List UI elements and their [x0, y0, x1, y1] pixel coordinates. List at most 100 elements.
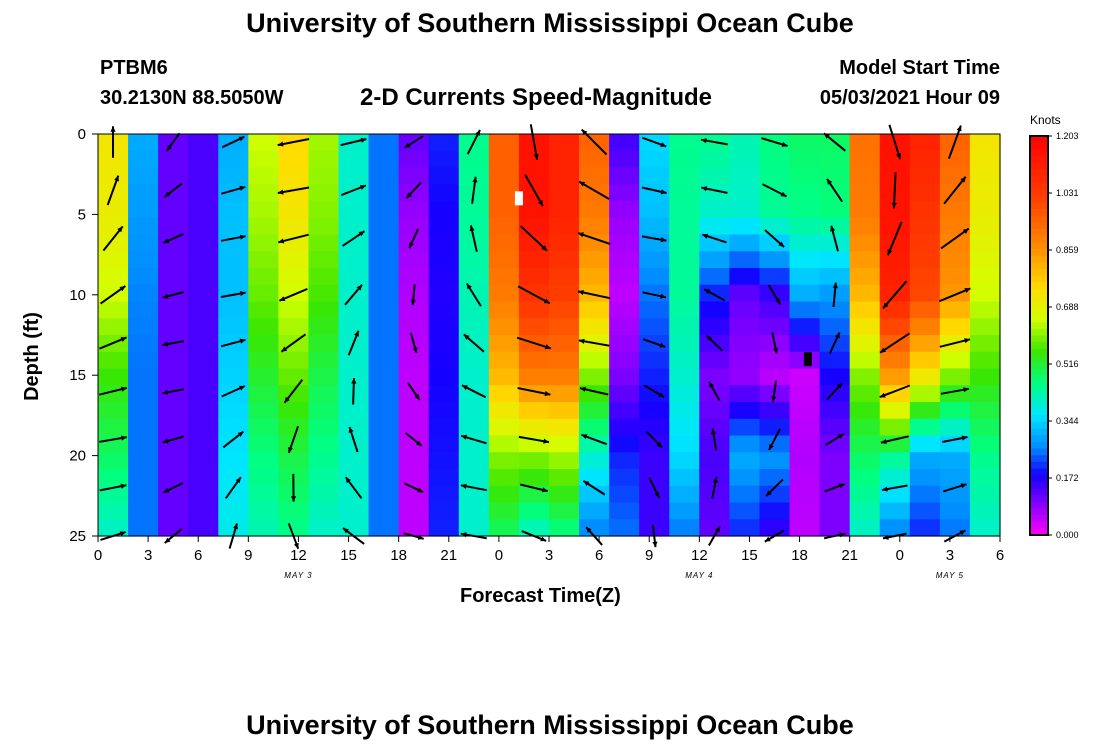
heat-cell — [549, 418, 580, 437]
heat-cell — [278, 301, 310, 319]
heat-cell — [158, 318, 189, 336]
current-vector-arrowhead — [879, 392, 886, 398]
heat-cell — [969, 184, 1001, 202]
heat-cell — [428, 184, 460, 202]
heat-cell — [458, 418, 490, 437]
heat-cell — [609, 217, 640, 236]
data-marker — [514, 191, 523, 206]
heat-cell — [849, 335, 881, 353]
heat-cell — [518, 301, 550, 319]
heat-cell — [579, 418, 610, 437]
heat-cell — [639, 351, 670, 370]
heat-cell — [428, 502, 460, 520]
heat-cell — [428, 268, 460, 286]
heat-cell — [218, 452, 249, 470]
heat-cell — [729, 402, 761, 420]
heat-cell — [609, 519, 640, 537]
current-vector-arrowhead — [239, 338, 246, 344]
heat-cell — [669, 368, 700, 386]
heat-cell — [218, 469, 249, 487]
heat-cell — [158, 435, 189, 453]
heat-cell — [338, 167, 370, 185]
heat-cell — [759, 301, 791, 319]
colorbar-segment — [1030, 362, 1048, 370]
colorbar-segment — [1030, 395, 1048, 403]
heat-cell — [128, 469, 159, 487]
heat-cell — [428, 418, 460, 437]
colorbar-segment — [1030, 521, 1048, 529]
heat-cell — [518, 502, 550, 520]
heat-cell — [909, 502, 941, 520]
current-vector-arrowhead — [660, 142, 667, 147]
heat-cell — [308, 485, 340, 504]
heat-cell — [398, 385, 430, 403]
heat-cell — [969, 452, 1001, 470]
heat-cell — [909, 184, 941, 202]
heat-cell — [759, 318, 791, 336]
current-vector-arrow — [892, 172, 897, 209]
heat-cell — [458, 150, 490, 169]
heat-cell — [248, 385, 279, 403]
heat-cell — [879, 402, 911, 420]
current-vector-arrow — [943, 176, 967, 205]
heat-cell — [338, 502, 370, 520]
heat-cell — [308, 385, 340, 403]
heat-cell — [819, 167, 851, 185]
heat-cell — [669, 251, 700, 269]
heat-cell — [98, 368, 129, 386]
current-vector-arrow — [578, 180, 610, 200]
colorbar-segment — [1030, 302, 1048, 310]
heat-cell — [819, 368, 851, 386]
heat-cell — [218, 435, 249, 453]
heat-cell — [248, 452, 279, 470]
heat-cell — [188, 435, 219, 453]
station-coordinates: 30.2130N 88.5050W — [100, 87, 284, 109]
heat-cell — [609, 167, 640, 185]
colorbar-segment — [1030, 481, 1048, 489]
heat-cell — [458, 318, 490, 336]
heat-cell — [639, 150, 670, 169]
heat-cell — [398, 452, 430, 470]
current-vector-arrowhead — [417, 487, 424, 493]
colorbar-segment — [1030, 282, 1048, 290]
heat-cell — [789, 418, 821, 437]
heat-cell — [338, 234, 370, 252]
current-vector-arrowhead — [659, 342, 666, 348]
heat-cell — [759, 435, 791, 453]
heat-cell — [428, 351, 460, 370]
heat-cell — [819, 469, 851, 487]
current-vector-arrowhead — [896, 153, 901, 160]
heat-cell — [969, 217, 1001, 236]
heat-cell — [398, 519, 430, 537]
heat-cell — [579, 251, 610, 269]
heat-cell — [98, 268, 129, 286]
heat-cell — [488, 385, 520, 403]
current-vector-arrowhead — [961, 435, 968, 441]
current-vector-arrowhead — [544, 344, 551, 350]
current-vector-arrowhead — [162, 438, 169, 444]
heat-cell — [128, 184, 159, 202]
heat-cell — [518, 251, 550, 269]
heat-cell — [969, 234, 1001, 252]
heat-cell — [278, 251, 310, 269]
heat-cell — [729, 301, 761, 319]
colorbar-segment — [1030, 322, 1048, 330]
heat-cell — [789, 335, 821, 353]
heat-cell — [188, 519, 219, 537]
heat-cell — [278, 435, 310, 453]
heat-cell — [248, 167, 279, 185]
heat-cell — [368, 268, 400, 286]
heat-cell — [308, 351, 340, 370]
station-id: PTBM6 — [100, 57, 168, 79]
heat-cell — [488, 485, 520, 504]
heat-cell — [128, 402, 159, 420]
current-speed-chart: 0 3 6 9 12 15 18 21 0 3 6 9 12 15 18 21 0 3 6 0 5 10 15 20 25 M… — [69, 113, 1078, 580]
heat-cell — [338, 469, 370, 487]
heat-cell — [518, 452, 550, 470]
heat-cell — [759, 519, 791, 537]
heat-cell — [308, 251, 340, 269]
current-vector-arrowhead — [164, 537, 171, 543]
heat-cell — [729, 335, 761, 353]
heat-cell — [128, 368, 159, 386]
heat-cell — [699, 469, 730, 487]
